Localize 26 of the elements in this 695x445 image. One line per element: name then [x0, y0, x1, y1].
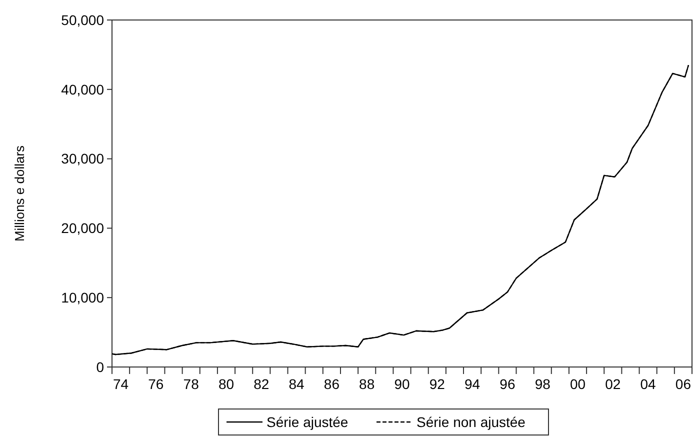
x-tick-label: 80 — [218, 376, 234, 392]
y-axis-title: Millions e dollars — [12, 144, 27, 242]
x-tick-label: 98 — [534, 376, 551, 392]
y-tick-label: 30,000 — [61, 150, 104, 167]
x-tick-label: 92 — [429, 376, 446, 392]
x-tick-label: 86 — [324, 376, 340, 392]
x-tick-label: 02 — [605, 376, 621, 392]
x-tick-label: 76 — [148, 376, 164, 392]
x-tick-label: 90 — [394, 376, 410, 392]
y-tick-label: 0 — [96, 358, 104, 375]
x-tick-label: 94 — [464, 376, 480, 392]
x-tick-label: 78 — [183, 376, 200, 392]
x-tick-label: 84 — [288, 376, 305, 392]
x-tick-label: 74 — [113, 376, 129, 392]
x-tick-label: 88 — [359, 376, 375, 392]
y-tick-label: 10,000 — [61, 290, 104, 306]
x-tick-label: 04 — [640, 376, 656, 392]
y-tick-label: 20,000 — [61, 220, 104, 236]
x-tick-label: 82 — [254, 376, 270, 392]
legend-label: Série non ajustée — [416, 414, 526, 430]
legend-label: Série ajustée — [266, 414, 348, 430]
x-tick-label: 00 — [570, 376, 586, 392]
x-tick-label: 96 — [500, 376, 516, 392]
y-tick-label: 40,000 — [61, 81, 104, 98]
x-tick-label: 06 — [675, 376, 692, 392]
y-tick-label: 50,000 — [61, 12, 104, 28]
